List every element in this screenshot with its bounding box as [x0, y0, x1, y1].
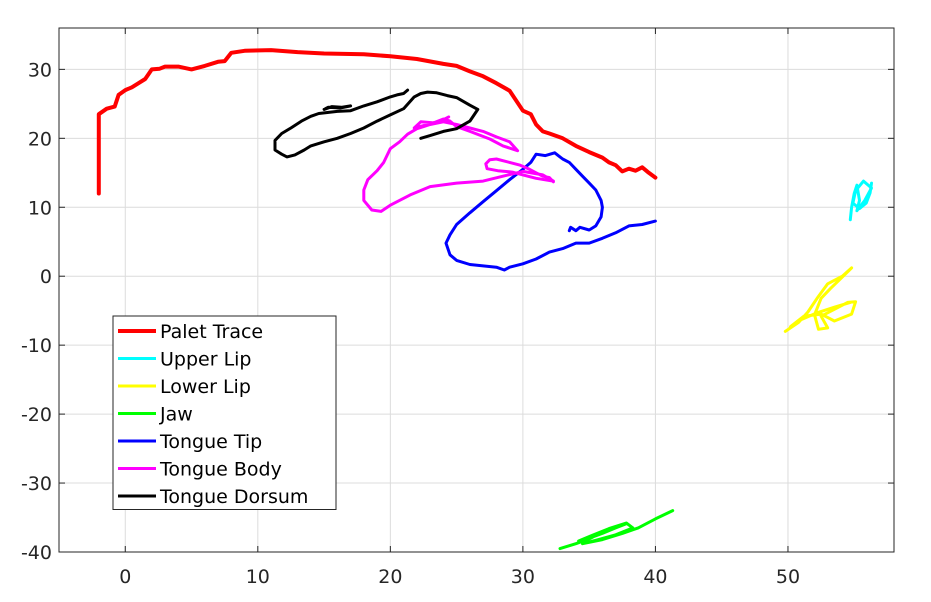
legend-label-tongue-body: Tongue Body	[159, 459, 282, 481]
y-tick-label: -10	[21, 335, 52, 357]
series-line-tongue-tip	[444, 151, 657, 272]
x-tick-label: 0	[119, 566, 131, 588]
y-tick-labels: -40 -30 -20 -10 0 10 20 30	[21, 59, 52, 564]
series-line-palet-trace	[96, 48, 658, 196]
x-tick-label: 30	[511, 566, 535, 588]
y-tick-label: 0	[40, 266, 52, 288]
tick-marks	[59, 28, 894, 553]
x-tick-labels: 0 10 20 30 40 50	[119, 566, 800, 588]
series-line-tongue-dorsum	[273, 88, 480, 159]
x-tick-label: 40	[643, 566, 667, 588]
y-tick-label: -30	[21, 473, 52, 495]
legend-label-tongue-tip: Tongue Tip	[159, 431, 262, 453]
y-tick-label: 30	[28, 59, 52, 81]
x-tick-label: 10	[246, 566, 270, 588]
series-line-tongue-dorsum-extra	[322, 104, 353, 111]
y-tick-label: 10	[28, 197, 52, 219]
series-line-lower-lip	[783, 266, 858, 333]
y-tick-label: -20	[21, 404, 52, 426]
y-tick-label: 20	[28, 128, 52, 150]
series-line-jaw	[558, 509, 675, 551]
y-tick-label: -40	[21, 542, 52, 564]
series-group	[96, 48, 873, 551]
legend-label-palet-trace: Palet Trace	[160, 321, 263, 343]
legend-label-tongue-dorsum: Tongue Dorsum	[159, 486, 308, 508]
legend-label-jaw: Jaw	[159, 404, 193, 426]
plot-frame	[58, 27, 895, 553]
legend: Palet Trace Upper Lip Lower Lip Jaw Tongue T…	[112, 315, 337, 510]
x-tick-label: 50	[776, 566, 800, 588]
series-line-upper-lip	[848, 179, 873, 222]
legend-label-lower-lip: Lower Lip	[160, 376, 251, 398]
x-tick-label: 20	[378, 566, 402, 588]
series-line-tongue-body	[362, 115, 555, 213]
legend-label-upper-lip: Upper Lip	[160, 349, 252, 371]
